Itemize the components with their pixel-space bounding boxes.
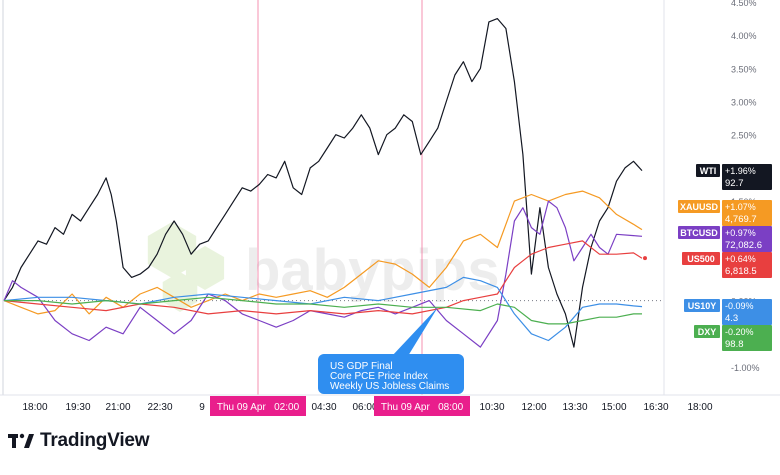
tradingview-logo[interactable]: TradingView [8, 430, 150, 452]
x-tick-label: Thu 09 Apr 02:00 [217, 402, 300, 413]
series-name: US500 [687, 254, 715, 264]
series-name-tag [684, 299, 720, 312]
series-value-tag [722, 200, 772, 226]
y-tick-label: 4.00% [731, 31, 757, 41]
series-label-dxy[interactable]: DXY -0.20% 98.8 [694, 325, 772, 351]
series-name-tag [694, 325, 720, 338]
y-tick-label: 2.50% [731, 131, 757, 141]
watermark-hex [147, 222, 197, 278]
annotation-line: Weekly US Jobless Claims [330, 381, 449, 392]
x-tick-label: Thu 09 Apr 08:00 [381, 402, 464, 413]
series-price: 6,818.5 [725, 266, 757, 277]
series-name-tag [696, 164, 720, 177]
series-name: WTI [700, 166, 717, 176]
y-tick-label: 3.50% [731, 64, 757, 74]
x-tick-label: 9 [199, 402, 205, 413]
y-tick-label: 3.00% [731, 98, 757, 108]
series-label-xauusd[interactable]: XAUUSD +1.07% 4,769.7 [678, 200, 772, 226]
x-tick-highlight [210, 396, 306, 416]
series-price: 98.8 [725, 339, 744, 350]
series-name: XAUUSD [680, 202, 719, 212]
series-pct: +1.96% [725, 166, 756, 176]
series-name: US10Y [688, 301, 717, 311]
x-tick-label: 06:00 [352, 402, 377, 413]
series-pct: +1.07% [725, 202, 756, 212]
watermark-text: babypips [245, 238, 500, 303]
series-value-tag [722, 252, 772, 278]
series-last-point [643, 256, 647, 261]
series-price: 72,082.6 [725, 240, 762, 251]
series-line-wti [3, 18, 643, 348]
series-name: BTCUSD [680, 228, 718, 238]
brand-name: TradingView [40, 430, 150, 451]
series-label-wti[interactable]: WTI +1.96% 92.7 [696, 164, 772, 190]
x-tick-label: 15:00 [601, 402, 626, 413]
series-name-tag [682, 252, 720, 265]
series-value-tag [722, 226, 772, 252]
x-tick-highlight [374, 396, 470, 416]
series-name-tag [678, 200, 720, 213]
tradingview-icon [8, 432, 34, 450]
x-tick-label: 22:30 [147, 402, 172, 413]
series-label-us500[interactable]: US500 +0.64% 6,818.5 [682, 252, 772, 278]
x-tick-label: 18:00 [22, 402, 47, 413]
series-price: 92.7 [725, 178, 744, 189]
annotation-line: Core PCE Price Index [330, 371, 428, 382]
x-tick-label: 12:00 [521, 402, 546, 413]
x-tick-label: 19:30 [65, 402, 90, 413]
series-pct: +0.97% [725, 228, 756, 238]
series-price: 4,769.7 [725, 214, 757, 225]
series-label-btcusd[interactable]: BTCUSD +0.97% 72,082.6 [678, 226, 772, 252]
annotation-pointer [392, 307, 438, 356]
series-value-tag [722, 325, 772, 351]
series-line-btcusd [3, 200, 643, 348]
annotation-box [318, 354, 464, 394]
watermark-hex [162, 272, 198, 312]
series-label-us10y[interactable]: US10Y -0.09% 4.3 [684, 299, 772, 325]
series-value-tag [722, 299, 772, 325]
series-pct: -0.09% [725, 301, 754, 311]
series-pct: -0.20% [725, 327, 754, 337]
series-line-dxy [4, 296, 642, 325]
x-tick-label: 18:00 [687, 402, 712, 413]
series-price: 4.3 [725, 313, 738, 324]
annotation-line: US GDP Final [330, 361, 393, 372]
x-tick-label: 13:30 [562, 402, 587, 413]
watermark: babypips [147, 222, 500, 312]
x-tick-label: 21:00 [105, 402, 130, 413]
y-tick-label: 4.50% [731, 0, 757, 8]
series-pct: +0.64% [725, 254, 756, 264]
series-value-tag [722, 164, 772, 190]
x-tick-label: 04:30 [311, 402, 336, 413]
y-tick-label: -1.00% [731, 363, 760, 373]
x-tick-label: 16:30 [643, 402, 668, 413]
watermark-hex [185, 246, 225, 290]
series-name: DXY [698, 327, 717, 337]
series-line-us500 [3, 240, 643, 315]
series-name-tag [678, 226, 720, 239]
time-axis-bg [0, 395, 664, 417]
x-tick-label: 10:30 [479, 402, 504, 413]
